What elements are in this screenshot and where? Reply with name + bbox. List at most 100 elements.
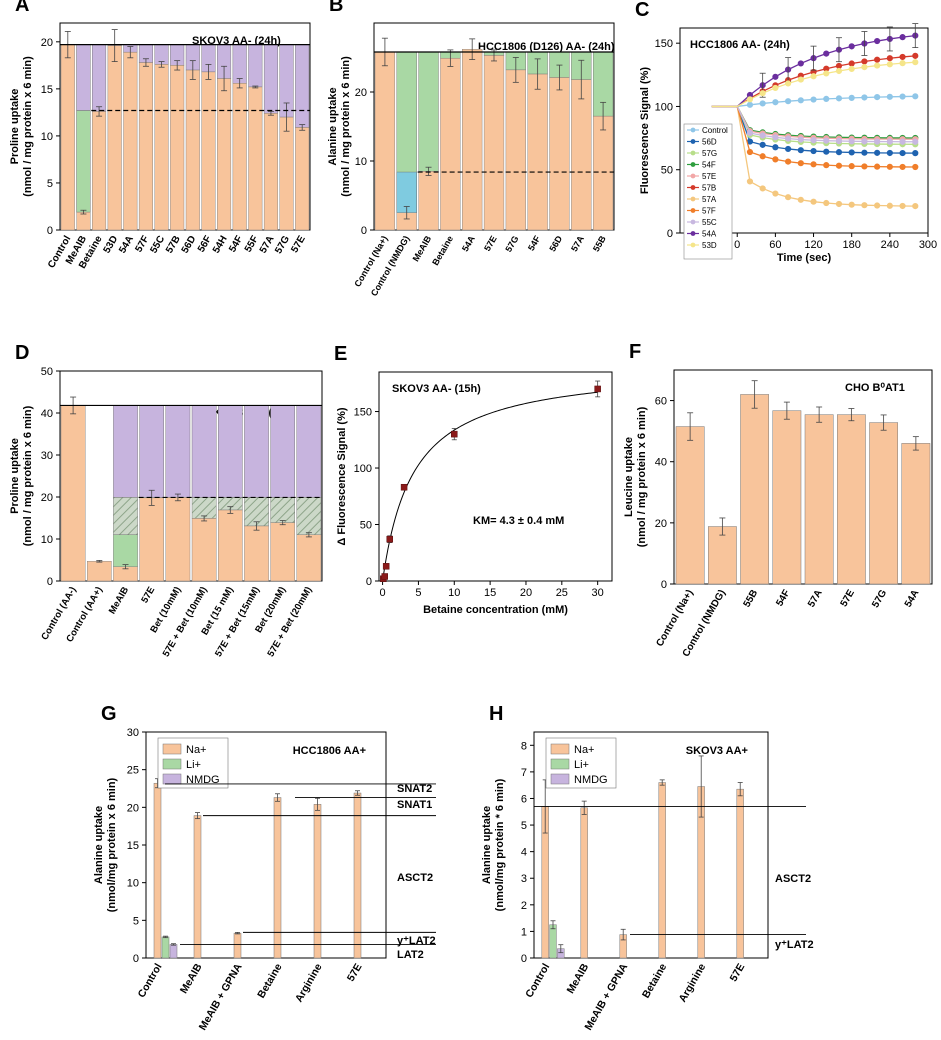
bar-Na+ [580, 807, 588, 959]
bar-segment-purple [248, 44, 263, 88]
plot-frame [59, 370, 323, 582]
y-axis-label-line: Alanine uptake [93, 806, 105, 884]
panel-A: A 0 5 10 15 20 Proline uptake(nmol / mg protei… [9, 0, 311, 271]
series-point-53D [823, 70, 830, 77]
bar [440, 57, 461, 231]
panel-letter: A [15, 0, 29, 16]
bar [154, 64, 169, 231]
legend-entry: 57G [702, 149, 717, 158]
legend-marker [690, 173, 696, 179]
series-point-57F [759, 153, 766, 160]
bar-segment-purple [139, 405, 165, 498]
x-tick-label: 54F [227, 234, 245, 254]
series-line-56D [711, 105, 916, 154]
series-point-56D [874, 149, 881, 156]
x-tick-label: 53D [102, 234, 121, 255]
bar-segment-purple [270, 405, 296, 498]
legend-marker [690, 127, 696, 133]
series-point-56D [912, 150, 919, 157]
y-tick-label: 0 [133, 953, 139, 965]
y-axis-label-line: Fluorescence Signal (%) [639, 67, 651, 194]
legend-marker [690, 150, 696, 156]
bar-segment-hatched [296, 497, 322, 536]
bar [270, 522, 296, 582]
bar [76, 211, 91, 231]
y-axis-label: Alanine uptake(nmol/mg protein * 6 min) [481, 778, 506, 911]
x-tick-label: 57E [345, 962, 365, 984]
series-point-54A [874, 37, 881, 45]
series-point-57F [886, 163, 893, 170]
annotation-0: SNAT2 [397, 783, 432, 795]
bar [295, 127, 310, 231]
panel-F: F 0 20 40 60 Leucine uptake(nmol / mg protein… [623, 341, 933, 659]
x-tick-label: 57G [503, 234, 520, 254]
y-tick-label: 8 [521, 740, 527, 752]
x-tick-label: MeAIB + GPNA [582, 961, 630, 1032]
bar-Na+ [353, 792, 362, 959]
bar-segment-purple [113, 405, 138, 498]
series-point-57A [823, 199, 830, 207]
annotation-2: ASCT2 [397, 872, 433, 884]
bar-segment-purple [217, 405, 243, 498]
y-tick-label: 6 [521, 793, 527, 805]
annotation-0: ASCT2 [775, 873, 811, 885]
legend-entry: 57A [702, 195, 717, 204]
x-tick-label: 300 [919, 239, 937, 251]
bar [462, 49, 483, 231]
panel-D: D 0 10 20 30 40 50 Proline uptake(nmol / mg pro… [9, 342, 323, 659]
series-point-Control [874, 94, 881, 101]
x-tick-label: Betaine [640, 961, 669, 1000]
y-axis-label-line: Leucine uptake [623, 437, 635, 517]
chart-title: SKOV3 AA- (15h) [392, 383, 481, 395]
bar [740, 394, 769, 585]
series-point-55C [746, 129, 754, 137]
x-tick-label: 57E [289, 234, 308, 255]
series-point-57A [810, 198, 817, 205]
bar-segment-purple [165, 405, 191, 498]
bar [244, 525, 269, 582]
bar-Li+ [549, 924, 557, 959]
y-tick-label: 10 [355, 156, 367, 168]
x-tick-label: 54F [526, 234, 543, 253]
bar-segment-green [418, 51, 439, 172]
series-point-56D [772, 144, 779, 151]
series-point-57B [874, 56, 881, 63]
x-tick-label: MeAIB + GPNA [197, 961, 245, 1032]
legend-entry: 56D [702, 138, 717, 147]
x-tick-label: 57E [839, 588, 858, 609]
series-point-57F [785, 158, 792, 165]
data-point [381, 573, 388, 580]
x-tick-label: 57B [164, 234, 183, 255]
annotation-3: y⁺LAT2 [397, 935, 436, 947]
x-tick-label: 30 [592, 587, 604, 599]
legend-swatch [162, 743, 182, 755]
series-point-56D [835, 149, 843, 156]
x-tick-label: 25 [556, 587, 568, 599]
y-axis-label-line: (nmol / mg protein x 6 min) [340, 56, 352, 197]
series-point-54A [899, 34, 906, 41]
series-point-55C [912, 138, 919, 145]
legend-entry: NMDG [186, 774, 220, 786]
y-tick-label: 3 [521, 873, 527, 885]
bar-Na+ [193, 815, 202, 959]
legend-swatch [550, 773, 570, 785]
bar [279, 116, 294, 231]
y-tick-label: 15 [41, 84, 53, 96]
y-tick-label: 30 [127, 727, 139, 739]
y-tick-label: 30 [41, 450, 53, 462]
fit-curve [382, 391, 598, 582]
panel-letter: C [635, 0, 649, 21]
series-point-57F [772, 156, 779, 163]
bar [138, 62, 153, 231]
y-tick-label: 150 [655, 38, 673, 50]
series-point-Control [759, 100, 766, 107]
data-point [451, 430, 458, 438]
bar-NMDG [169, 944, 178, 959]
bar [772, 410, 802, 585]
series-point-Control [772, 99, 779, 106]
x-tick-label: 54A [117, 234, 136, 255]
x-tick-label: 54A [903, 588, 922, 609]
bar [263, 113, 278, 231]
legend-entry: 57F [702, 207, 716, 216]
